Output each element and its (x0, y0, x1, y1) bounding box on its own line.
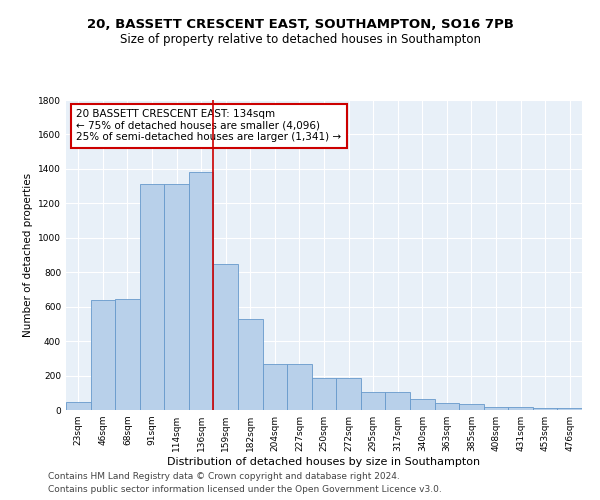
Bar (336, 378, 361, 410)
Bar (434, 403, 459, 410)
Bar (557, 408, 582, 410)
Bar (533, 408, 557, 410)
Bar (361, 392, 385, 410)
Bar (238, 318, 263, 410)
Text: 20, BASSETT CRESCENT EAST, SOUTHAMPTON, SO16 7PB: 20, BASSETT CRESCENT EAST, SOUTHAMPTON, … (86, 18, 514, 30)
X-axis label: Distribution of detached houses by size in Southampton: Distribution of detached houses by size … (167, 457, 481, 467)
Bar (164, 184, 189, 410)
Bar (287, 364, 312, 410)
Bar (410, 399, 434, 410)
Text: 20 BASSETT CRESCENT EAST: 134sqm
← 75% of detached houses are smaller (4,096)
25: 20 BASSETT CRESCENT EAST: 134sqm ← 75% o… (76, 110, 341, 142)
Bar (385, 392, 410, 410)
Text: Contains HM Land Registry data © Crown copyright and database right 2024.: Contains HM Land Registry data © Crown c… (48, 472, 400, 481)
Bar (214, 264, 238, 410)
Bar (312, 378, 336, 410)
Bar (459, 404, 484, 410)
Text: Size of property relative to detached houses in Southampton: Size of property relative to detached ho… (119, 32, 481, 46)
Y-axis label: Number of detached properties: Number of detached properties (23, 173, 32, 337)
Bar (115, 299, 140, 410)
Bar (66, 402, 91, 410)
Text: Contains public sector information licensed under the Open Government Licence v3: Contains public sector information licen… (48, 484, 442, 494)
Bar (91, 300, 115, 410)
Bar (263, 364, 287, 410)
Bar (508, 406, 533, 410)
Bar (484, 406, 508, 410)
Bar (140, 184, 164, 410)
Bar (189, 172, 214, 410)
